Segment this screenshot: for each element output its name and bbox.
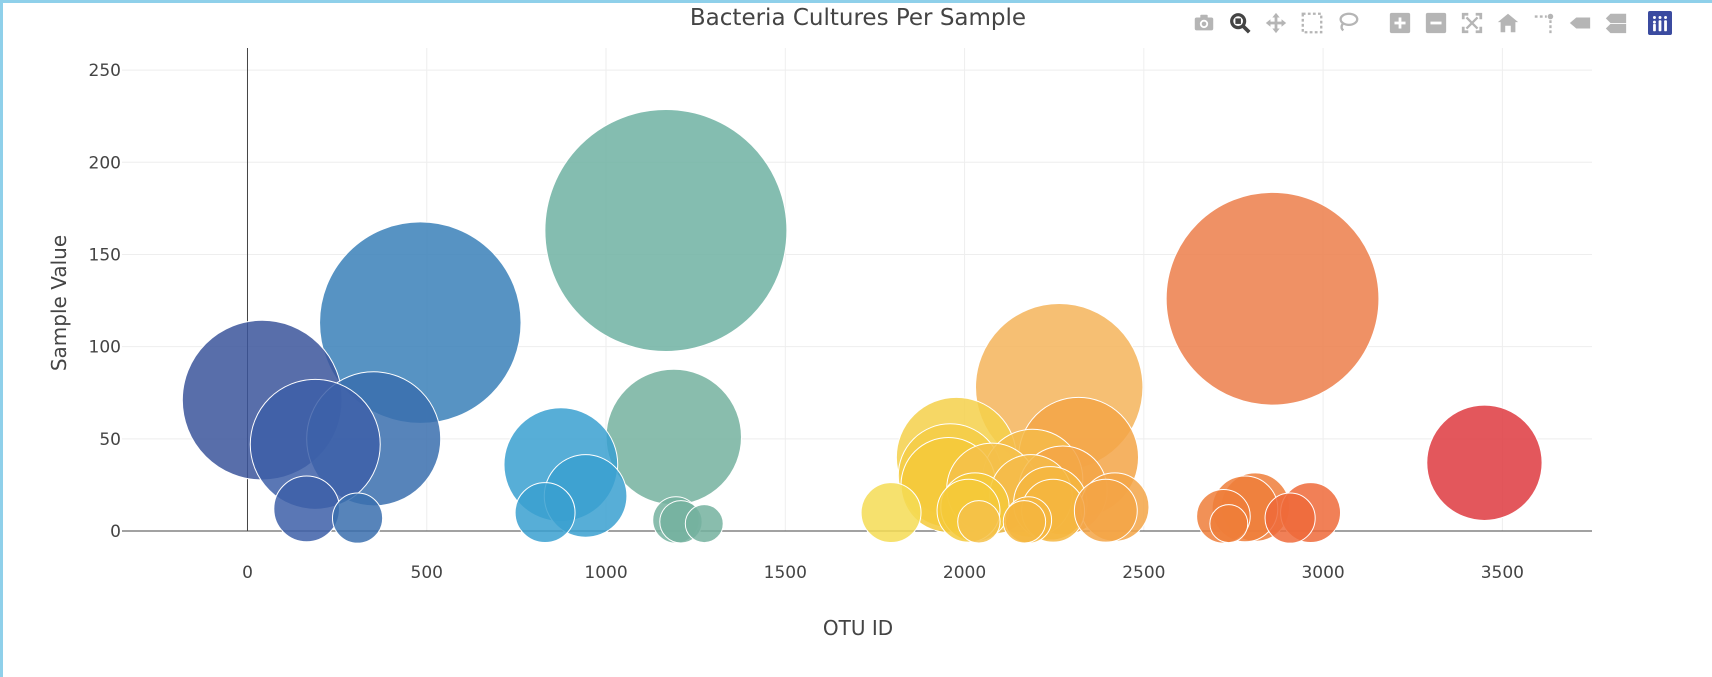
camera-button[interactable] [1190, 10, 1218, 36]
y-axis-title: Sample Value [47, 235, 71, 371]
pan-button[interactable] [1262, 10, 1290, 36]
window-frame-top [0, 0, 1712, 3]
bubble-point[interactable] [1209, 504, 1249, 544]
bubble-point[interactable] [605, 368, 742, 506]
y-tick-label: 100 [89, 338, 121, 358]
spike-lines-button[interactable] [1530, 10, 1558, 36]
pan-icon [1265, 12, 1287, 34]
zoom-out-icon [1425, 12, 1447, 34]
hover-compare-icon [1605, 13, 1627, 34]
spike-lines-icon [1534, 13, 1554, 34]
x-tick-label: 1500 [764, 563, 807, 583]
lasso-button[interactable] [1334, 10, 1362, 36]
chart-title: Bacteria Cultures Per Sample [690, 5, 1026, 31]
zoom-icon [1230, 13, 1251, 34]
reset-axes-icon [1497, 13, 1519, 33]
x-tick-label: 2000 [943, 563, 986, 583]
box-select-button[interactable] [1298, 10, 1326, 36]
box-select-icon [1301, 12, 1323, 34]
y-tick-label: 0 [110, 522, 121, 542]
bubble-point[interactable] [957, 500, 1001, 544]
zoom-out-button[interactable] [1422, 10, 1450, 36]
bubble-point[interactable] [1073, 478, 1138, 543]
zoom-in-icon [1389, 12, 1411, 34]
window-frame-left [0, 0, 3, 677]
zoom-button[interactable] [1226, 10, 1254, 36]
bubble-point[interactable] [1426, 404, 1543, 521]
autoscale-icon [1461, 12, 1483, 34]
bubble-point[interactable] [514, 482, 576, 544]
y-tick-label: 50 [99, 430, 121, 450]
y-tick-label: 250 [89, 61, 121, 81]
x-tick-label: 2500 [1122, 563, 1165, 583]
bubble-point[interactable] [1264, 492, 1316, 544]
hover-closest-icon [1569, 17, 1591, 29]
y-tick-label: 200 [89, 153, 121, 173]
tick-label-layer: 0 500 1000 1500 2000 2500 3000 3500 0 50 100 150 200… [89, 61, 1524, 583]
x-tick-label: 3500 [1481, 563, 1524, 583]
modebar-toolbar [1190, 10, 1710, 36]
bubble-point[interactable] [273, 475, 340, 543]
x-tick-label: 3000 [1301, 563, 1344, 583]
x-tick-label: 500 [411, 563, 443, 583]
reset-axes-button[interactable] [1494, 10, 1522, 36]
x-tick-label: 1000 [584, 563, 627, 583]
plotly-logo-icon [1648, 11, 1672, 35]
hover-closest-button[interactable] [1566, 10, 1594, 36]
bubble-point[interactable] [331, 492, 384, 544]
zoom-in-button[interactable] [1386, 10, 1414, 36]
hover-compare-button[interactable] [1602, 10, 1630, 36]
x-tick-label: 0 [242, 563, 253, 583]
x-axis-title: OTU ID [823, 616, 893, 640]
bubble-point[interactable] [544, 109, 788, 353]
plotly-logo-button[interactable] [1646, 10, 1674, 36]
y-tick-label: 150 [89, 245, 121, 265]
bubble-point[interactable] [860, 482, 922, 544]
bubble-point[interactable] [1165, 191, 1380, 406]
marks-layer[interactable] [181, 109, 1543, 544]
camera-icon [1194, 14, 1214, 31]
autoscale-button[interactable] [1458, 10, 1486, 36]
bubble-point[interactable] [684, 504, 724, 544]
lasso-icon [1339, 12, 1359, 32]
bubble-point[interactable] [1002, 500, 1047, 544]
